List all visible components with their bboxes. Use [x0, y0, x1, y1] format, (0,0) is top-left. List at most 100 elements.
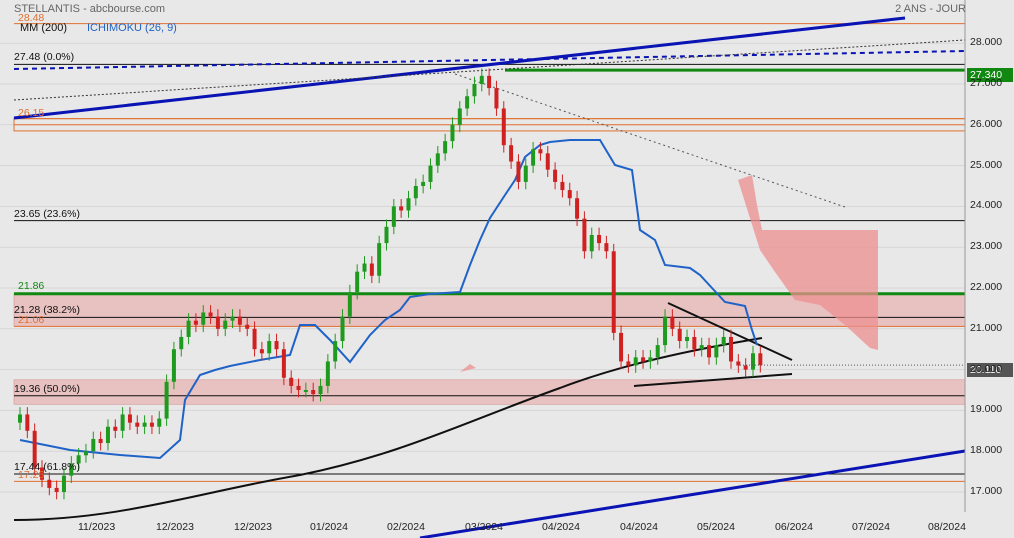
candle-body: [406, 198, 411, 211]
ichimoku-cloud-fragment: [460, 364, 476, 372]
candle-body: [179, 336, 184, 350]
candle-body: [597, 234, 602, 244]
x-tick-label: 12/2023: [234, 521, 272, 533]
candle-body: [61, 475, 66, 492]
candle-body: [685, 336, 690, 342]
y-tick-label: 22.000: [970, 281, 1003, 293]
candle-body: [553, 169, 558, 182]
green-level-tag: 27.340: [967, 68, 1013, 82]
candle-body: [369, 263, 374, 276]
candle-body: [472, 84, 477, 97]
candle-body: [465, 96, 470, 109]
candle-body: [413, 186, 418, 199]
candle-body: [501, 108, 506, 146]
candle-body: [135, 422, 140, 427]
candle-body: [391, 206, 396, 227]
legend-ichimoku: ICHIMOKU (26, 9): [87, 22, 177, 34]
candle-body: [83, 451, 88, 456]
candle-body: [32, 430, 37, 468]
level-label: 21.06: [18, 314, 45, 327]
level-label: 21.28 (38.2%): [14, 304, 80, 317]
candle-body: [113, 426, 118, 431]
candle-body: [105, 426, 110, 444]
candle-body: [435, 153, 440, 166]
candle-body: [641, 357, 646, 362]
candle-body: [479, 75, 484, 84]
candle-body: [736, 361, 741, 366]
y-tick-label: 21.000: [970, 321, 1003, 334]
y-tick-label: 26.000: [970, 117, 1003, 130]
candle-body: [267, 341, 272, 354]
candle-body: [355, 271, 360, 293]
candle-body: [223, 320, 228, 329]
candle-body: [399, 206, 404, 211]
x-tick-label: 02/2024: [387, 521, 425, 533]
x-tick-label: 06/2024: [775, 521, 813, 533]
candle-body: [494, 88, 499, 109]
candle-body: [289, 377, 294, 386]
candle-body: [311, 390, 316, 395]
candle-body: [252, 328, 257, 350]
candle-body: [545, 153, 550, 170]
candle-body: [655, 345, 660, 358]
y-tick-label: 25.000: [970, 158, 1003, 171]
y-tick-label: 17.000: [970, 485, 1003, 497]
candle-body: [714, 345, 719, 358]
candle-body: [296, 385, 301, 390]
candle-body: [237, 316, 242, 325]
candle-body: [303, 390, 308, 392]
x-tick-label: 04/2024: [542, 521, 580, 533]
last-price-tag: 20.110: [967, 363, 1013, 377]
candle-body: [91, 438, 96, 452]
candle-body: [538, 149, 543, 154]
x-tick-label: 08/2024: [928, 521, 966, 533]
trend-line-dotted-down: [454, 73, 846, 208]
candle-body: [25, 414, 30, 431]
candle-body: [575, 198, 580, 219]
candle-body: [171, 349, 176, 382]
candle-body: [149, 422, 154, 427]
candle-body: [487, 75, 492, 89]
legend-ma: MM (200): [20, 22, 68, 34]
candle-body: [611, 251, 616, 333]
candle-body: [281, 349, 286, 378]
candle-body: [230, 316, 235, 321]
candle-body: [633, 357, 638, 366]
x-tick-label: 11/2023: [78, 521, 116, 533]
level-label: 21.86: [18, 279, 45, 292]
candle-body: [457, 108, 462, 125]
candle-body: [516, 161, 521, 182]
pink-zone: [13, 379, 966, 405]
candle-body: [384, 226, 389, 244]
candle-body: [347, 292, 352, 317]
candle-body: [692, 336, 697, 350]
candle-body: [589, 234, 594, 252]
candle-body: [69, 463, 74, 476]
candle-body: [318, 385, 323, 395]
candle-body: [729, 336, 734, 362]
candle-body: [18, 414, 22, 423]
candle-body: [47, 479, 52, 488]
candle-body: [157, 418, 162, 427]
x-tick-label: 12/2023: [156, 521, 194, 533]
y-tick-label: 24.000: [970, 199, 1003, 212]
candle-body: [743, 365, 748, 370]
trend-line-dashed: [13, 50, 966, 70]
y-tick-label: 18.000: [970, 444, 1003, 457]
candle-body: [648, 357, 653, 362]
period-label: 2 ANS - JOUR: [895, 3, 966, 15]
candle-body: [443, 141, 448, 154]
trend-line-lower: [419, 449, 966, 538]
candle-body: [604, 243, 609, 252]
level-label: 17.26: [18, 469, 45, 482]
candle-body: [523, 165, 528, 182]
candle-body: [362, 263, 367, 272]
candle-body: [98, 438, 103, 444]
candle-body: [677, 328, 682, 342]
candle-body: [377, 243, 382, 276]
candle-body: [193, 320, 198, 325]
candle-body: [76, 455, 81, 464]
candle-body: [619, 332, 624, 362]
x-tick-label: 07/2024: [852, 521, 890, 533]
